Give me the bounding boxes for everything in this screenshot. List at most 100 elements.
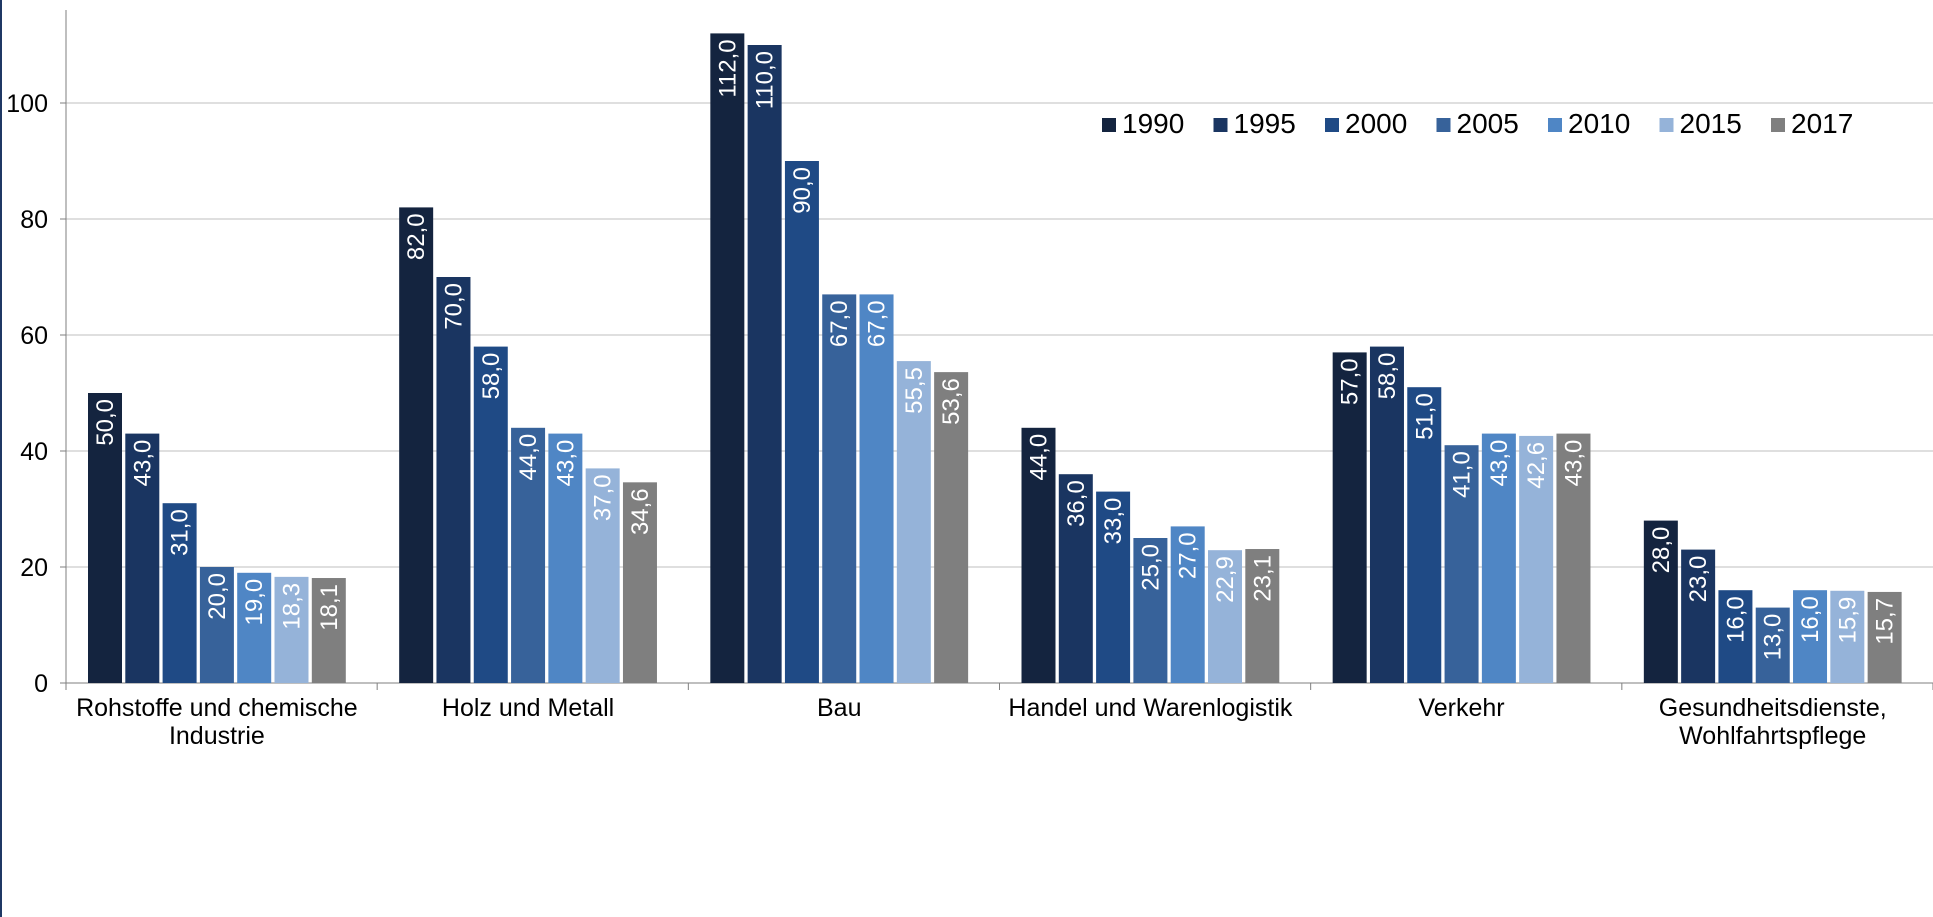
bar-2010-5 xyxy=(1793,590,1828,683)
legend-label-2010: 2010 xyxy=(1568,108,1630,139)
legend-label-2015: 2015 xyxy=(1680,108,1742,139)
data-label: 28,0 xyxy=(1648,527,1675,574)
data-label: 43,0 xyxy=(552,440,579,487)
legend: 1990 1995 2000 2005 2010 2015 2017 xyxy=(1102,108,1853,139)
data-label: 67,0 xyxy=(826,300,853,347)
data-label: 44,0 xyxy=(515,434,542,481)
bar-2017-1 xyxy=(622,482,657,683)
bar-1990-5 xyxy=(1643,520,1678,683)
data-label: 58,0 xyxy=(1374,353,1401,400)
data-label: 34,6 xyxy=(627,488,654,535)
data-label: 58,0 xyxy=(478,353,505,400)
x-category-label: Bau xyxy=(817,694,861,722)
x-category-label: Verkehr xyxy=(1418,694,1504,722)
bar-2005-4 xyxy=(1444,445,1479,683)
bar-2015-0 xyxy=(274,576,309,683)
data-label: 15,7 xyxy=(1872,598,1899,645)
bar-1990-1 xyxy=(399,207,434,683)
bar-1995-0 xyxy=(125,433,160,683)
bar-2017-4 xyxy=(1556,433,1591,683)
bar-2015-4 xyxy=(1519,435,1554,683)
data-label: 33,0 xyxy=(1100,498,1127,545)
y-tick-label: 60 xyxy=(20,322,48,350)
data-label: 90,0 xyxy=(789,167,816,214)
bar-1995-1 xyxy=(436,277,471,683)
data-label: 36,0 xyxy=(1063,480,1090,527)
legend-label-1990: 1990 xyxy=(1122,108,1184,139)
legend-label-1995: 1995 xyxy=(1234,108,1296,139)
y-tick-label: 100 xyxy=(6,90,48,118)
bar-2005-5 xyxy=(1755,607,1790,683)
data-label: 16,0 xyxy=(1722,596,1749,643)
data-label: 43,0 xyxy=(1486,440,1513,487)
x-category-label: Handel und Warenlogistik xyxy=(1008,694,1292,722)
legend-swatch-2015 xyxy=(1659,118,1674,132)
data-label: 15,9 xyxy=(1834,597,1861,644)
bar-2015-3 xyxy=(1208,550,1242,683)
legend-swatch-1990 xyxy=(1102,118,1116,132)
data-label: 82,0 xyxy=(403,213,430,260)
bar-2000-5 xyxy=(1718,590,1753,683)
data-label: 37,0 xyxy=(590,474,617,521)
bar-2005-3 xyxy=(1133,538,1168,683)
data-label: 18,1 xyxy=(316,584,343,631)
data-label: 44,0 xyxy=(1026,434,1053,481)
data-label: 51,0 xyxy=(1411,393,1438,440)
data-label: 110,0 xyxy=(752,51,779,109)
data-label: 43,0 xyxy=(129,440,156,487)
data-label: 50,0 xyxy=(92,399,119,446)
gridlines xyxy=(66,102,1933,568)
data-label: 31,0 xyxy=(167,509,194,556)
data-labels: 50,0 82,0 112,0 44,0 57,0 28,0 43,0 70,0 110,0 36… xyxy=(92,39,1899,660)
bar-1990-4 xyxy=(1332,352,1367,683)
x-category-label: Holz und Metall xyxy=(442,694,614,722)
y-tick-label: 20 xyxy=(20,554,48,582)
y-tick-label: 0 xyxy=(34,670,48,698)
bars xyxy=(88,33,1902,683)
legend-swatch-1995 xyxy=(1213,118,1228,132)
bar-2017-0 xyxy=(311,578,346,683)
legend-label-2005: 2005 xyxy=(1457,108,1519,139)
bar-2017-5 xyxy=(1867,591,1902,683)
bar-2017-3 xyxy=(1245,549,1280,683)
legend-swatch-2010 xyxy=(1548,118,1562,132)
bar-2010-1 xyxy=(548,433,583,683)
bar-2015-1 xyxy=(585,468,620,683)
bar-2017-2 xyxy=(934,372,969,683)
data-label: 18,3 xyxy=(279,583,306,630)
bar-2000-0 xyxy=(162,503,197,683)
data-label: 55,5 xyxy=(901,367,928,414)
data-label: 53,6 xyxy=(938,378,965,425)
bar-2010-0 xyxy=(237,572,272,683)
bar-2015-2 xyxy=(896,361,931,683)
legend-swatch-2017 xyxy=(1771,118,1785,132)
data-label: 27,0 xyxy=(1175,532,1202,579)
y-tick-label: 80 xyxy=(20,206,48,234)
bar-1995-4 xyxy=(1369,346,1404,683)
x-category-label: Rohstoffe und chemische Industrie xyxy=(76,694,358,750)
bar-2000-1 xyxy=(473,346,508,683)
data-label: 42,6 xyxy=(1523,442,1550,489)
data-label: 57,0 xyxy=(1337,358,1364,405)
data-label: 25,0 xyxy=(1137,544,1164,591)
y-tick-label: 40 xyxy=(20,438,48,466)
data-label: 23,0 xyxy=(1685,556,1712,603)
data-label: 112,0 xyxy=(714,39,741,97)
bar-1995-3 xyxy=(1058,474,1093,683)
bar-1995-2 xyxy=(747,45,782,683)
legend-swatch-2000 xyxy=(1325,118,1339,132)
data-label: 19,0 xyxy=(241,579,268,626)
data-label: 67,0 xyxy=(864,300,891,347)
bar-2000-4 xyxy=(1407,387,1442,683)
bar-2000-3 xyxy=(1096,491,1131,683)
legend-label-2000: 2000 xyxy=(1345,108,1407,139)
x-category-label: Gesundheitsdienste, Wohlfahrtspflege xyxy=(1659,694,1887,750)
data-label: 20,0 xyxy=(204,573,231,620)
bar-2010-4 xyxy=(1481,433,1516,683)
bar-1995-5 xyxy=(1681,549,1716,683)
data-label: 43,0 xyxy=(1560,440,1587,487)
data-label: 13,0 xyxy=(1760,614,1787,661)
